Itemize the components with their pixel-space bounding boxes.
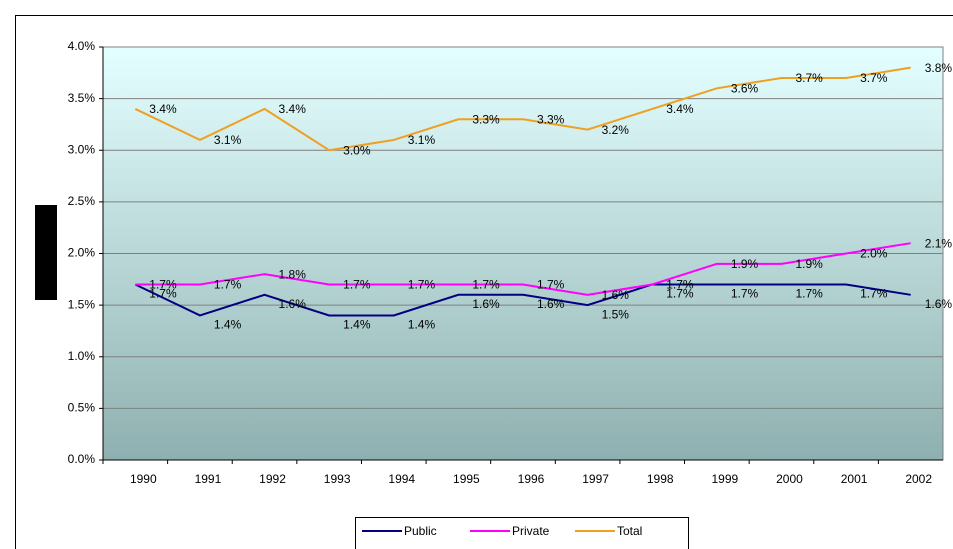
y-tick-label: 3.5% xyxy=(68,91,96,105)
data-label: 1.8% xyxy=(279,267,307,281)
x-tick-label: 1991 xyxy=(195,472,222,486)
y-tick-label: 0.5% xyxy=(68,401,96,415)
axis-title-box xyxy=(35,205,57,300)
y-tick-label: 3.0% xyxy=(68,142,96,156)
data-label: 3.1% xyxy=(214,133,242,147)
data-label: 1.7% xyxy=(795,287,823,301)
y-tick-label: 2.0% xyxy=(68,246,96,260)
data-label: 1.4% xyxy=(214,318,242,332)
x-tick-label: 1990 xyxy=(130,472,157,486)
data-label: 1.7% xyxy=(666,287,694,301)
data-label: 1.6% xyxy=(279,297,307,311)
data-label: 3.4% xyxy=(149,102,177,116)
x-tick-label: 1999 xyxy=(711,472,738,486)
x-tick-label: 2001 xyxy=(841,472,868,486)
data-label: 1.7% xyxy=(472,278,500,292)
data-label: 3.7% xyxy=(860,71,888,85)
data-label: 1.7% xyxy=(408,278,436,292)
data-label: 1.7% xyxy=(149,278,177,292)
x-tick-label: 1994 xyxy=(388,472,415,486)
legend-box xyxy=(355,517,689,549)
x-tick-label: 2000 xyxy=(776,472,803,486)
data-label: 3.6% xyxy=(731,81,759,95)
data-label: 3.7% xyxy=(795,71,823,85)
data-label: 1.7% xyxy=(214,278,242,292)
series-line xyxy=(134,66,911,152)
data-label: 2.1% xyxy=(925,236,953,250)
data-label: 3.3% xyxy=(472,112,500,126)
data-label: 1.6% xyxy=(472,297,500,311)
data-label: 3.1% xyxy=(408,133,436,147)
y-tick-label: 1.5% xyxy=(68,297,96,311)
data-label: 1.6% xyxy=(537,297,565,311)
x-tick-label: 1997 xyxy=(582,472,609,486)
y-tick-label: 0.0% xyxy=(68,452,96,466)
y-tick-label: 1.0% xyxy=(68,349,96,363)
data-label: 1.4% xyxy=(408,318,436,332)
x-tick-label: 1993 xyxy=(324,472,351,486)
x-tick-label: 1992 xyxy=(259,472,286,486)
data-label: 1.7% xyxy=(860,287,888,301)
data-label: 1.9% xyxy=(731,257,759,271)
y-tick-label: 2.5% xyxy=(68,194,96,208)
data-label: 3.4% xyxy=(666,102,694,116)
data-label: 1.7% xyxy=(537,278,565,292)
x-tick-label: 1996 xyxy=(518,472,545,486)
data-label: 3.4% xyxy=(279,102,307,116)
data-label: 2.0% xyxy=(860,247,888,261)
data-label: 1.7% xyxy=(149,287,177,301)
legend-label: Public xyxy=(404,524,437,538)
series-line xyxy=(134,283,911,317)
data-label: 3.2% xyxy=(602,123,630,137)
x-tick-label: 2002 xyxy=(905,472,932,486)
y-tick-label: 4.0% xyxy=(68,39,96,53)
data-label: 1.6% xyxy=(602,288,630,302)
legend-label: Total xyxy=(617,524,642,538)
data-label: 1.7% xyxy=(731,287,759,301)
data-label: 1.7% xyxy=(343,278,371,292)
data-label: 3.0% xyxy=(343,143,371,157)
series-line xyxy=(135,242,911,296)
legend-label: Private xyxy=(512,524,550,538)
data-label: 1.6% xyxy=(925,297,953,311)
x-tick-label: 1998 xyxy=(647,472,674,486)
data-label: 1.5% xyxy=(602,307,630,321)
data-label: 1.4% xyxy=(343,318,371,332)
data-label: 3.8% xyxy=(925,61,953,75)
data-label: 1.9% xyxy=(795,257,823,271)
data-label: 1.7% xyxy=(666,278,694,292)
data-label: 3.3% xyxy=(537,112,565,126)
x-tick-label: 1995 xyxy=(453,472,480,486)
